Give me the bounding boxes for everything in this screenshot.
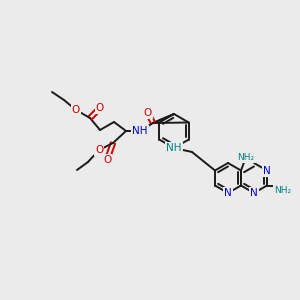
Text: O: O	[144, 108, 152, 118]
Text: N: N	[224, 188, 232, 198]
Text: O: O	[95, 145, 103, 155]
Text: O: O	[103, 155, 111, 165]
Text: NH₂: NH₂	[237, 153, 255, 162]
Text: NH: NH	[166, 143, 182, 153]
Text: NH: NH	[132, 126, 148, 136]
Text: O: O	[72, 105, 80, 115]
Text: O: O	[96, 103, 104, 113]
Text: NH₂: NH₂	[274, 186, 292, 195]
Text: N: N	[263, 166, 271, 176]
Text: N: N	[250, 188, 258, 198]
